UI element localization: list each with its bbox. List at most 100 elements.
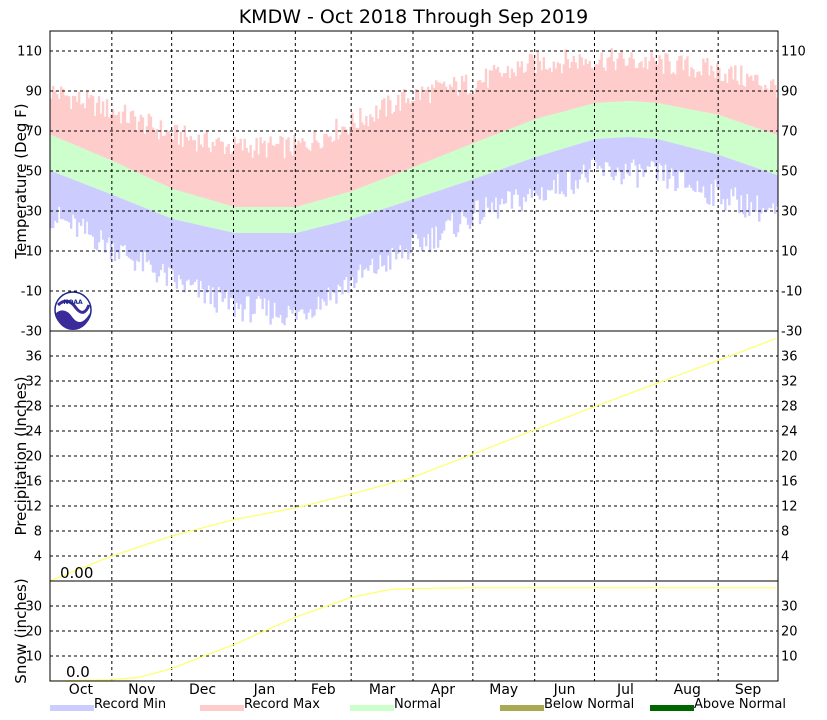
record-min-bar: [458, 183, 462, 225]
record-min-bar: [395, 204, 398, 260]
snow-total-value: 0.0: [66, 663, 90, 681]
record-max-bar: [562, 64, 565, 112]
normal-bar: [714, 114, 717, 154]
temp-tick-label-left: -30: [21, 325, 42, 340]
record-min-bar: [756, 168, 759, 196]
normal-bar: [213, 201, 216, 229]
record-min-bar: [159, 214, 163, 271]
record-max-bar: [766, 88, 769, 132]
record-min-bar: [430, 193, 434, 228]
record-min-bar: [153, 211, 157, 273]
record-max-bar: [313, 129, 316, 202]
record-max-bar: [668, 61, 671, 106]
record-max-bar: [135, 130, 139, 173]
record-min-bar: [107, 193, 111, 238]
record-min-bar: [506, 166, 510, 192]
month-tick-label: Jun: [553, 682, 576, 698]
record-min-bar: [746, 164, 749, 195]
normal-bar: [522, 123, 526, 162]
precip-tick-label-right: 24: [781, 425, 798, 440]
normal-bar: [638, 101, 641, 138]
normal-bar: [668, 105, 671, 143]
normal-bar: [752, 126, 755, 167]
record-min-bar: [414, 198, 418, 235]
record-max-bar: [436, 82, 440, 158]
record-min-bar: [694, 148, 697, 193]
record-max-bar: [123, 104, 127, 167]
normal-bar: [434, 158, 438, 192]
normal-bar: [97, 155, 101, 190]
record-min-bar: [618, 137, 621, 172]
record-max-bar: [596, 64, 599, 103]
record-max-bar: [750, 75, 753, 127]
normal-bar: [666, 104, 669, 142]
record-min-bar: [327, 225, 330, 288]
record-max-bar: [498, 72, 502, 133]
record-min-bar: [55, 173, 59, 223]
record-min-bar: [728, 158, 731, 206]
record-max-bar: [383, 98, 386, 179]
record-min-bar: [518, 162, 522, 207]
normal-bar: [432, 159, 436, 193]
normal-bar: [468, 144, 472, 181]
record-max-bar: [708, 75, 711, 114]
record-max-bar: [217, 137, 220, 203]
normal-bar: [79, 147, 83, 183]
normal-bar: [762, 130, 765, 171]
normal-bar: [387, 177, 390, 208]
normal-bar: [594, 103, 597, 139]
normal-bar: [630, 101, 633, 138]
record-min-bar: [482, 175, 486, 218]
normal-bar: [634, 101, 637, 138]
record-max-bar: [143, 133, 147, 176]
record-max-bar: [339, 134, 342, 195]
record-min-bar: [381, 209, 384, 267]
record-max-bar: [321, 147, 324, 200]
record-max-bar: [644, 57, 647, 103]
record-min-bar: [750, 166, 753, 203]
record-max-bar: [732, 79, 735, 120]
normal-bar: [253, 207, 256, 233]
record-max-bar: [502, 73, 506, 132]
record-min-bar: [682, 145, 685, 172]
record-min-bar: [496, 170, 500, 219]
record-min-bar: [702, 150, 705, 187]
record-min-bar: [722, 156, 725, 200]
record-max-bar: [173, 124, 177, 190]
record-max-bar: [598, 59, 601, 103]
record-max-bar: [407, 98, 410, 170]
record-min-bar: [229, 232, 232, 298]
record-min-bar: [173, 219, 177, 283]
month-tick-label: Oct: [69, 682, 94, 698]
record-min-bar: [656, 139, 659, 181]
normal-bar: [343, 193, 346, 221]
month-tick-label: Nov: [128, 682, 155, 698]
normal-bar: [492, 135, 496, 172]
record-max-bar: [542, 57, 546, 117]
normal-bar: [133, 171, 137, 204]
record-max-bar: [506, 66, 510, 130]
record-min-bar: [588, 140, 591, 170]
normal-bar: [772, 133, 775, 174]
record-min-bar: [393, 205, 396, 251]
record-max-bar: [442, 81, 446, 155]
record-max-bar: [648, 61, 651, 103]
record-min-bar: [676, 144, 679, 189]
normal-bar: [405, 170, 408, 202]
record-min-bar: [500, 169, 504, 199]
record-min-bar: [638, 137, 641, 165]
record-min-bar: [117, 197, 121, 259]
normal-bar: [233, 207, 236, 233]
normal-bar: [251, 207, 254, 233]
record-min-bar: [734, 160, 737, 188]
record-min-bar: [644, 138, 647, 173]
normal-bar: [540, 117, 544, 156]
normal-bar: [738, 121, 741, 162]
normal-bar: [385, 177, 388, 209]
record-min-bar: [155, 212, 159, 283]
record-max-bar: [181, 146, 185, 192]
normal-bar: [349, 191, 352, 220]
normal-bar: [175, 190, 179, 220]
normal-bar: [239, 207, 242, 233]
